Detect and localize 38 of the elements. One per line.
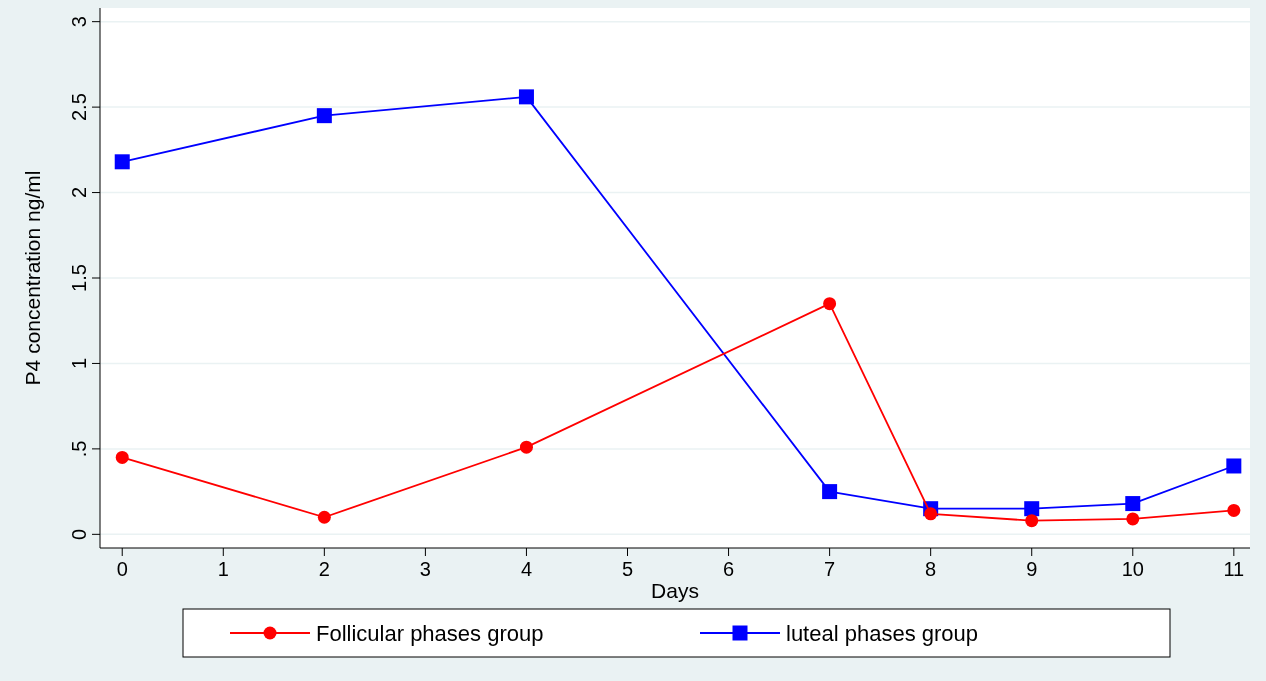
- x-tick-label: 1: [217, 558, 229, 580]
- x-tick-label: 0: [116, 558, 128, 580]
- point: [1226, 458, 1242, 474]
- legend-label: Follicular phases group: [316, 621, 544, 646]
- point: [316, 108, 332, 124]
- y-tick-label: 3: [68, 16, 90, 28]
- point: [1126, 512, 1140, 526]
- legend-label: luteal phases group: [786, 621, 979, 646]
- y-tick-label: 2: [68, 186, 90, 199]
- x-tick-label: 8: [925, 558, 937, 580]
- x-tick-label: 9: [1026, 558, 1038, 580]
- y-tick-label: 1.5: [68, 264, 90, 292]
- point: [317, 510, 331, 524]
- point: [1125, 496, 1141, 512]
- y-tick-label: .5: [68, 440, 90, 458]
- x-tick-label: 4: [520, 558, 533, 580]
- point: [519, 440, 533, 454]
- y-tick-label: 2.5: [68, 93, 90, 122]
- point: [518, 89, 534, 105]
- x-tick-label: 2: [318, 558, 330, 580]
- x-tick-label: 5: [621, 558, 634, 580]
- point: [1024, 501, 1040, 517]
- x-tick-label: 3: [419, 558, 431, 580]
- point: [114, 154, 130, 170]
- x-tick-label: 7: [824, 558, 836, 580]
- point: [822, 484, 838, 500]
- y-tick-label: 0: [68, 528, 90, 540]
- x-tick-label: 6: [723, 558, 735, 580]
- y-tick-label: 1: [68, 357, 90, 370]
- point: [1227, 503, 1241, 517]
- point: [115, 450, 129, 464]
- point: [924, 507, 938, 521]
- y-axis-title: P4 concentration ng/ml: [21, 170, 44, 386]
- point: [823, 297, 837, 311]
- point: [1025, 514, 1039, 528]
- x-tick-label: 10: [1121, 558, 1144, 580]
- x-axis-title: Days: [651, 579, 699, 602]
- x-tick-label: 11: [1223, 558, 1245, 580]
